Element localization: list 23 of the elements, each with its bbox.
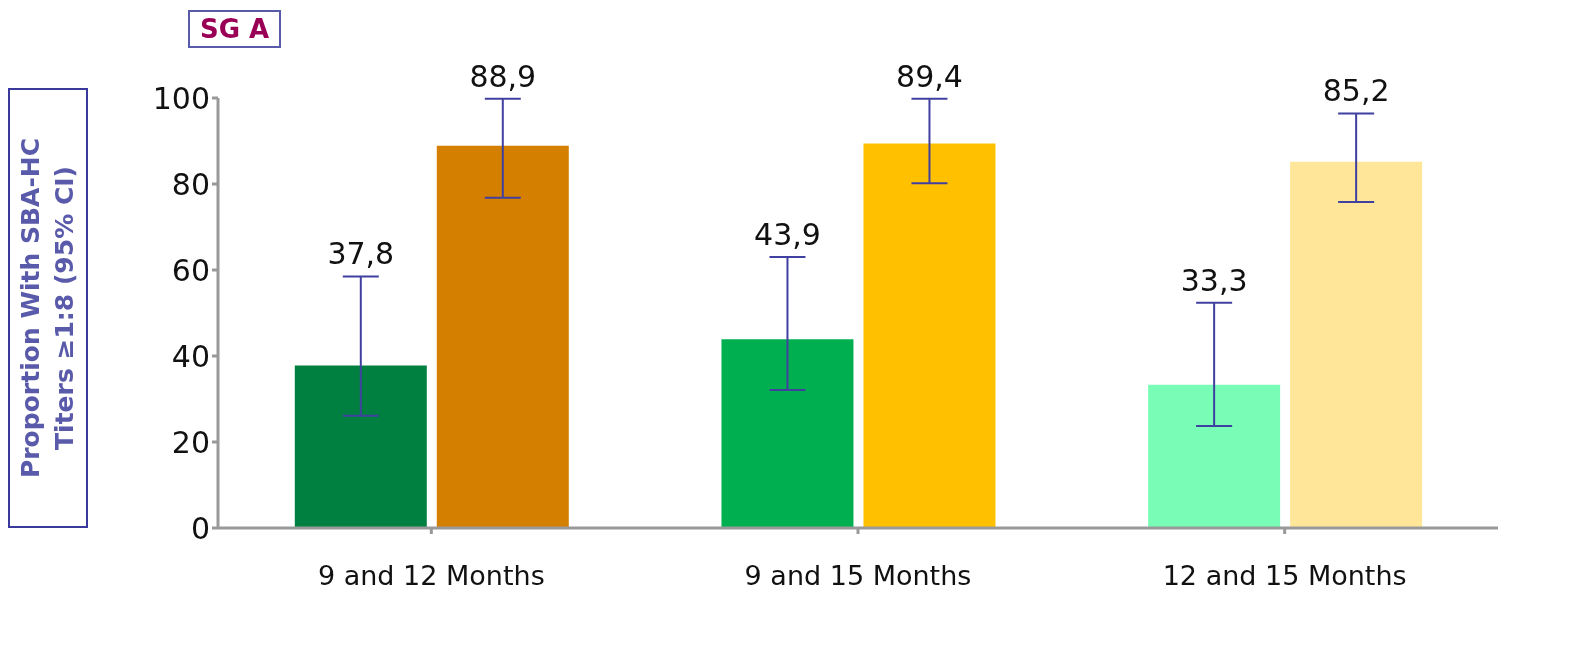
chart-title: SG A bbox=[188, 10, 282, 48]
bar bbox=[721, 339, 854, 528]
y-tick-label: 80 bbox=[171, 166, 210, 202]
y-tick-label: 40 bbox=[171, 338, 210, 374]
x-tick-label: 9 and 12 Months bbox=[317, 560, 545, 592]
bar bbox=[863, 143, 996, 528]
data-label: 37,8 bbox=[327, 236, 395, 272]
data-label: 88,9 bbox=[469, 58, 537, 94]
y-axis-title: Proportion With SBA-HC Titers ≥1:8 (95% CI) bbox=[8, 88, 88, 528]
data-label: 33,3 bbox=[1180, 262, 1248, 298]
y-tick-label: 20 bbox=[171, 424, 210, 460]
y-tick-label: 100 bbox=[152, 80, 210, 116]
x-tick-label: 9 and 15 Months bbox=[744, 560, 972, 592]
data-label: 43,9 bbox=[754, 217, 821, 253]
bar bbox=[1290, 161, 1423, 528]
bar bbox=[1148, 384, 1281, 528]
bar bbox=[436, 145, 569, 528]
data-label: 89,4 bbox=[896, 58, 963, 94]
y-tick-label: 60 bbox=[171, 252, 210, 288]
y-tick-label: 0 bbox=[190, 510, 210, 546]
x-tick-label: 12 and 15 Months bbox=[1162, 560, 1407, 592]
bar bbox=[294, 365, 427, 528]
data-label: 85,2 bbox=[1322, 73, 1390, 109]
